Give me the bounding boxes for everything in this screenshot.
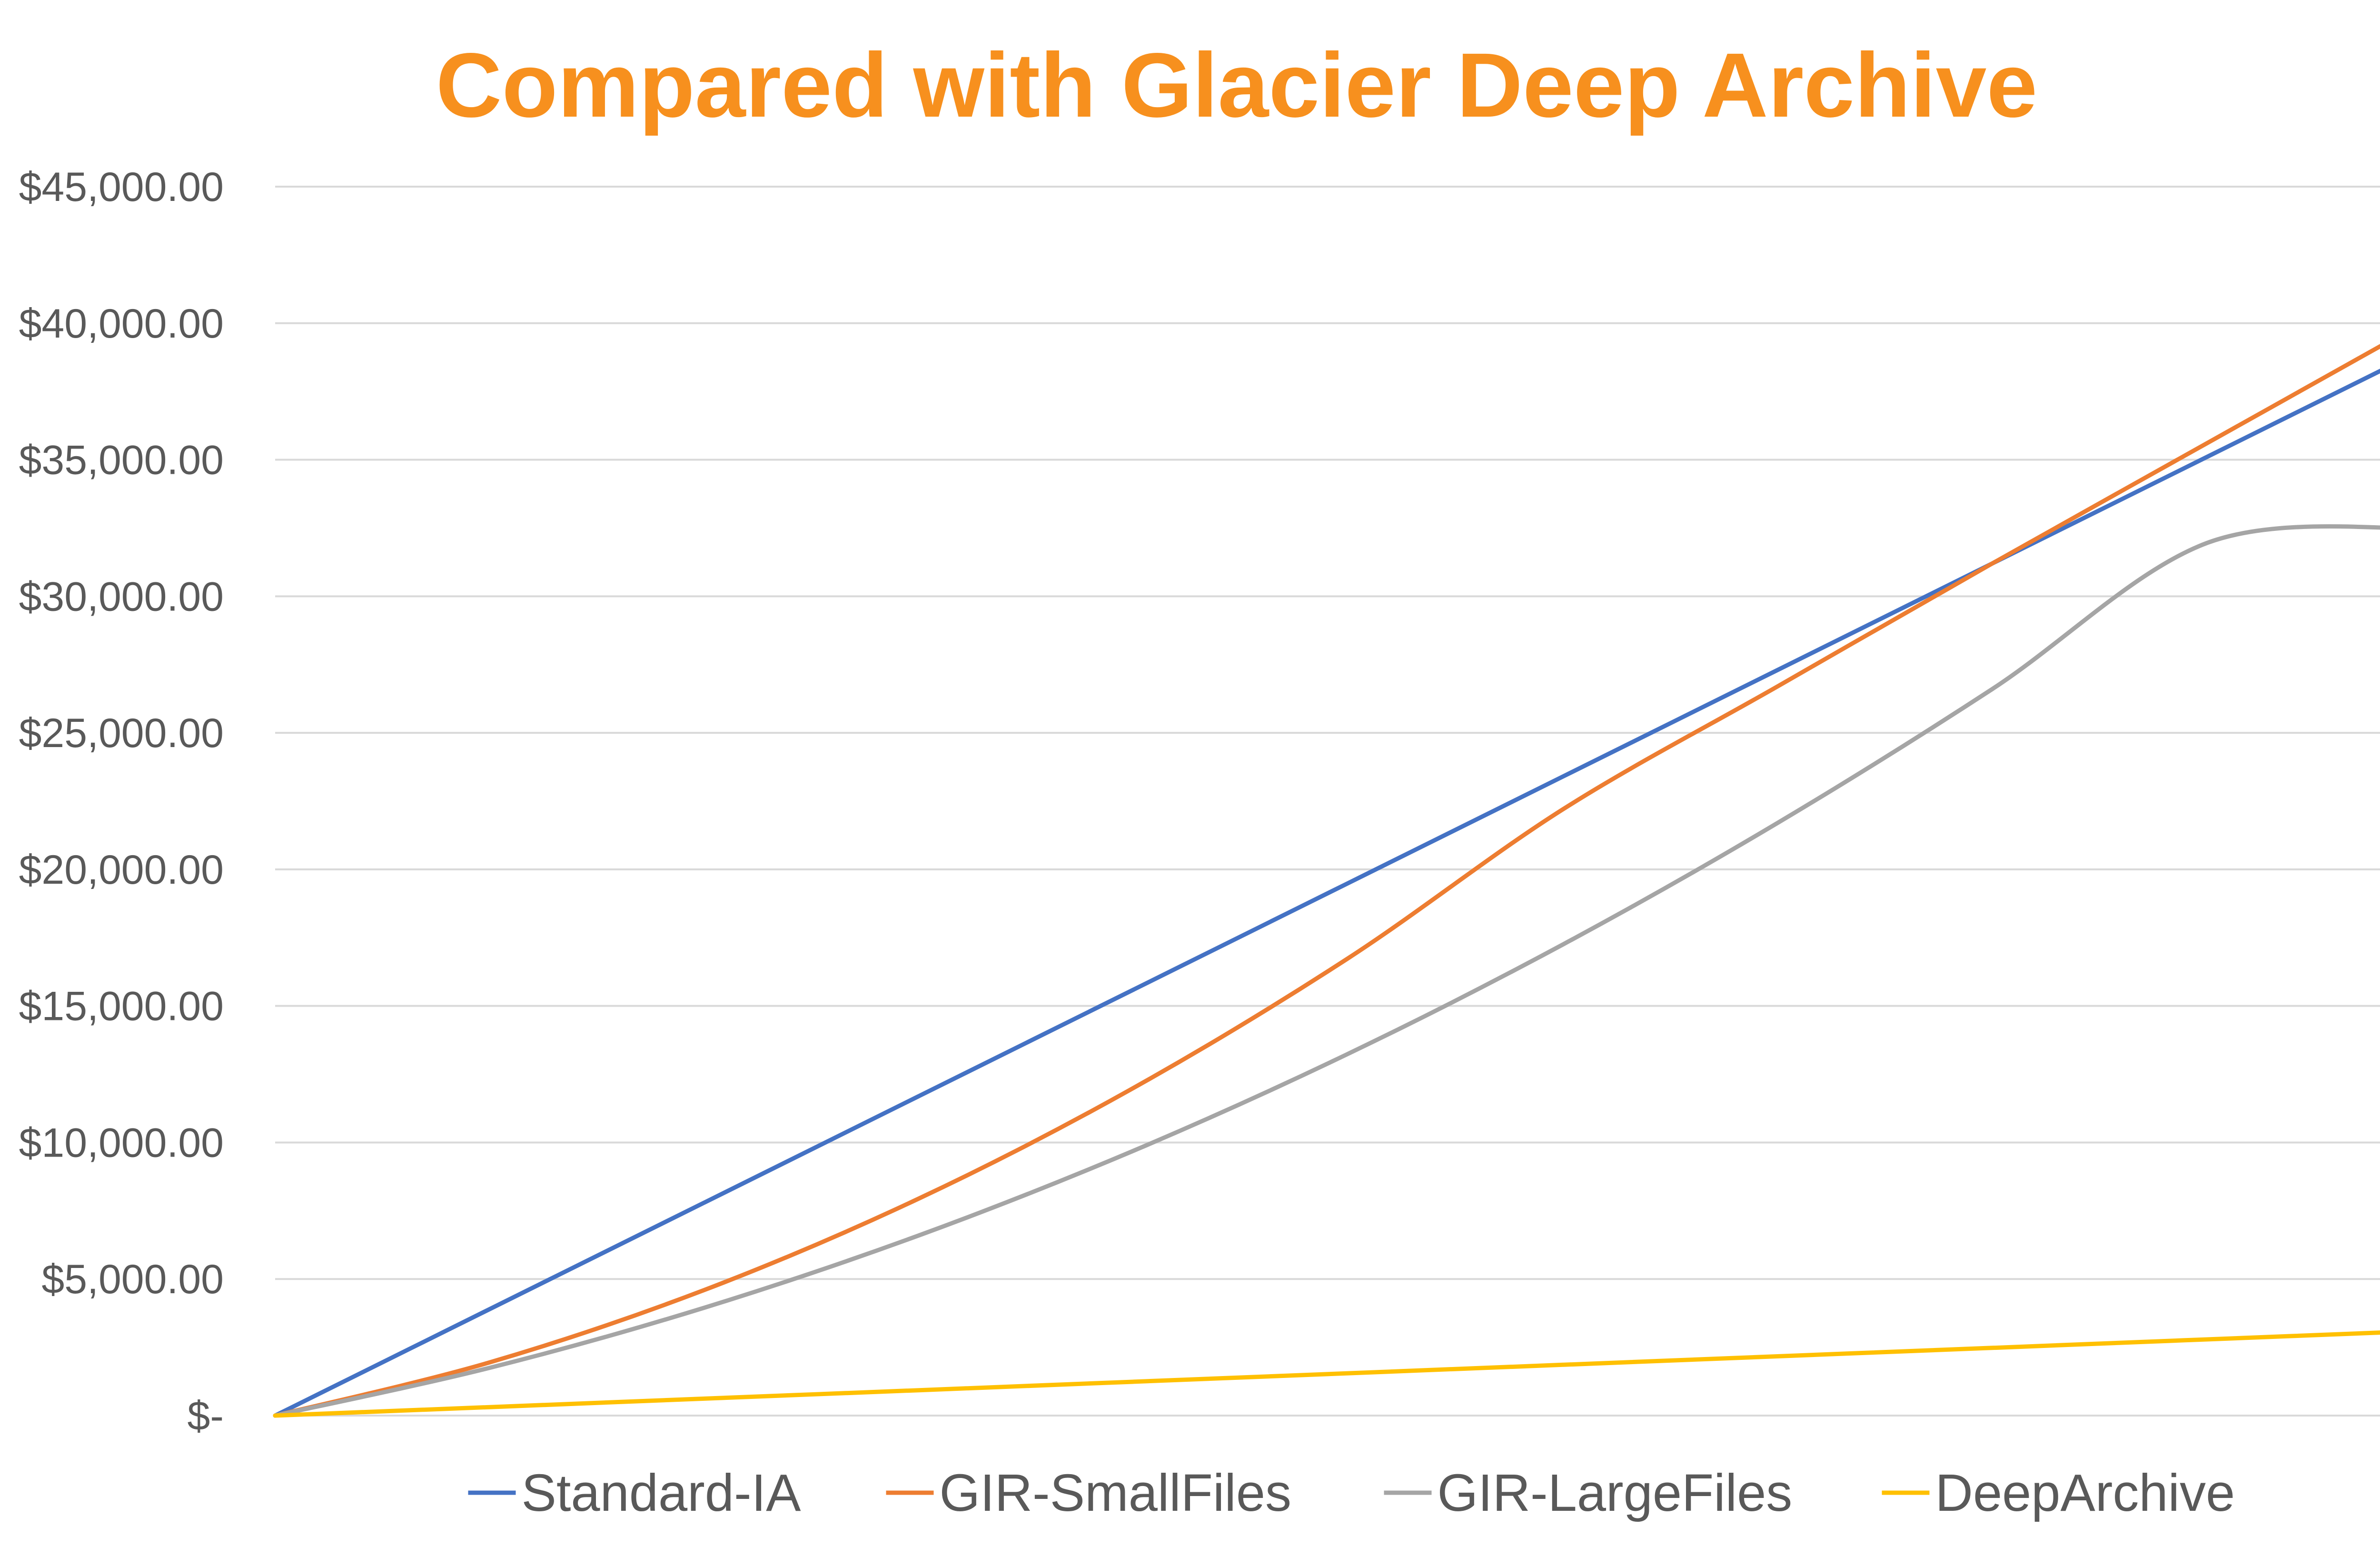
y-axis-tick-labels: $- $5,000.00 $10,000.00 $15,000.00 $20,000.0… (19, 164, 224, 1439)
gridlines (275, 186, 2380, 1417)
y-tick-label: $45,000.00 (19, 164, 224, 210)
y-tick-label: $15,000.00 (19, 984, 224, 1029)
y-tick-label: $35,000.00 (19, 438, 224, 483)
y-tick-label: $10,000.00 (19, 1120, 224, 1166)
legend-label-gir-smallfiles: GIR-SmallFiles (940, 1464, 1292, 1522)
y-tick-label: $40,000.00 (19, 301, 224, 347)
series-line-gir-largefiles (273, 524, 2380, 1418)
legend-label-standard-ia: Standard-IA (522, 1464, 802, 1522)
y-tick-label: $5,000.00 (41, 1257, 224, 1302)
series-line-gir-smallfiles (273, 344, 2380, 1418)
series-lines (273, 344, 2380, 1418)
legend: Standard-IA GIR-SmallFiles GIR-LargeFiles D… (468, 1464, 2235, 1522)
y-tick-label: $20,000.00 (19, 847, 224, 893)
y-tick-label: $- (188, 1393, 224, 1439)
chart-title: Compared with Glacier Deep Archive (436, 34, 2038, 136)
y-tick-label: $25,000.00 (19, 710, 224, 756)
series-line-deeparchive (273, 1330, 2380, 1418)
series-line-standard-ia (273, 369, 2380, 1418)
legend-label-deeparchive: DeepArchive (1935, 1464, 2235, 1522)
y-tick-label: $30,000.00 (19, 574, 224, 619)
legend-label-gir-largefiles: GIR-LargeFiles (1438, 1464, 1793, 1522)
